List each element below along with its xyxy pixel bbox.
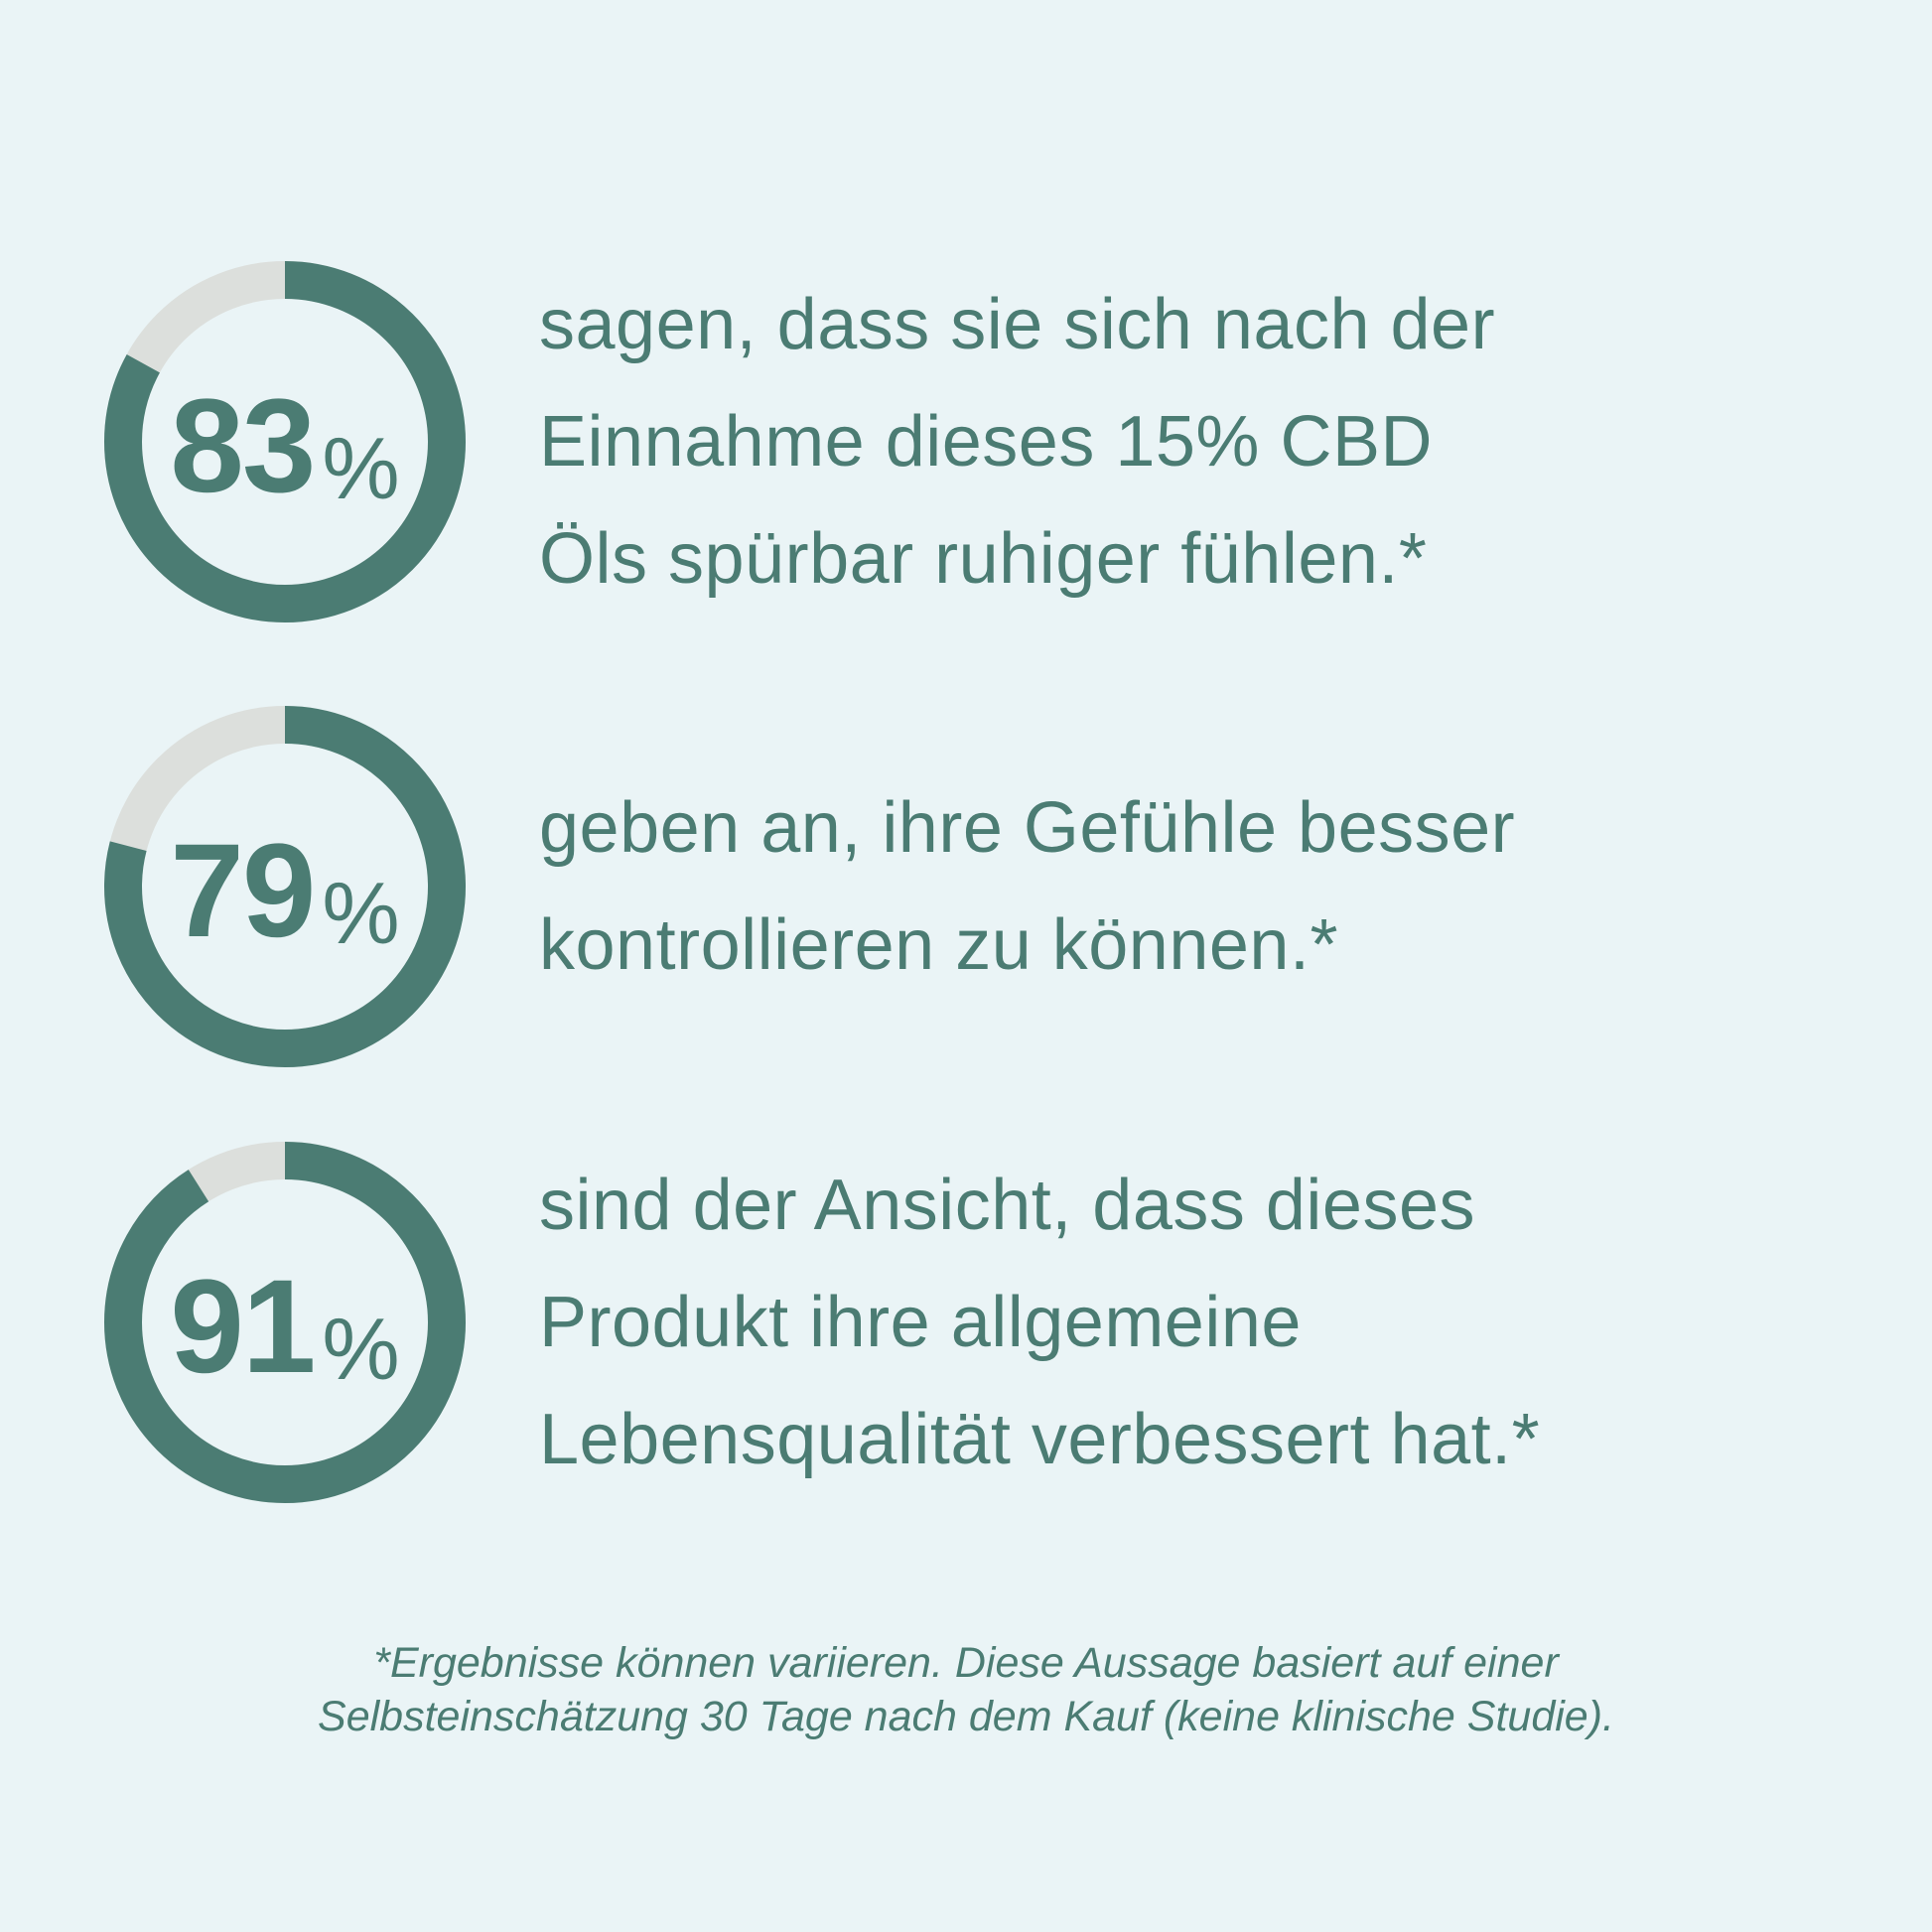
percent-label: 83 % [104,261,466,622]
percent-value: 79 [170,817,316,965]
donut-svg [104,261,466,622]
stat-row-91: 91 % sind der Ansicht, dass dieses Produ… [104,1142,1540,1503]
caption-line: Produkt ihre allgemeine [539,1283,1302,1362]
footnote-line: *Ergebnisse können variieren. Diese Auss… [373,1639,1559,1687]
caption-line: Lebensqualität verbessert hat.* [539,1400,1541,1479]
donut-svg [104,1142,466,1503]
caption-line: Öls spürbar ruhiger fühlen.* [539,519,1428,599]
donut-svg [104,706,466,1067]
footnote-line: Selbsteinschätzung 30 Tage nach dem Kauf… [318,1693,1614,1740]
caption-line: geben an, ihre Gefühle besser [539,788,1516,868]
percent-sign: % [322,1300,400,1398]
percent-sign: % [322,864,400,962]
percent-label: 91 % [104,1142,466,1503]
percent-value: 83 [170,372,316,520]
percent-sign: % [322,419,400,517]
caption-line: sind der Ansicht, dass dieses [539,1166,1476,1245]
donut-chart-91: 91 % [104,1142,466,1503]
stat-caption: sagen, dass sie sich nach der Einnahme d… [539,266,1495,618]
caption-line: sagen, dass sie sich nach der [539,285,1496,364]
donut-fill [104,1142,466,1503]
stat-row-79: 79 % geben an, ihre Gefühle besser kontr… [104,706,1515,1067]
stat-row-83: 83 % sagen, dass sie sich nach der Einna… [104,261,1495,622]
footnote: *Ergebnisse können variieren. Diese Auss… [0,1636,1932,1743]
donut-fill [104,261,466,622]
caption-line: kontrollieren zu können.* [539,905,1338,985]
donut-fill [104,706,466,1067]
stat-caption: sind der Ansicht, dass dieses Produkt ih… [539,1147,1540,1498]
percent-value: 91 [170,1253,316,1401]
donut-chart-83: 83 % [104,261,466,622]
percent-label: 79 % [104,706,466,1067]
stat-caption: geben an, ihre Gefühle besser kontrollie… [539,769,1515,1004]
caption-line: Einnahme dieses 15% CBD [539,402,1433,482]
donut-chart-79: 79 % [104,706,466,1067]
